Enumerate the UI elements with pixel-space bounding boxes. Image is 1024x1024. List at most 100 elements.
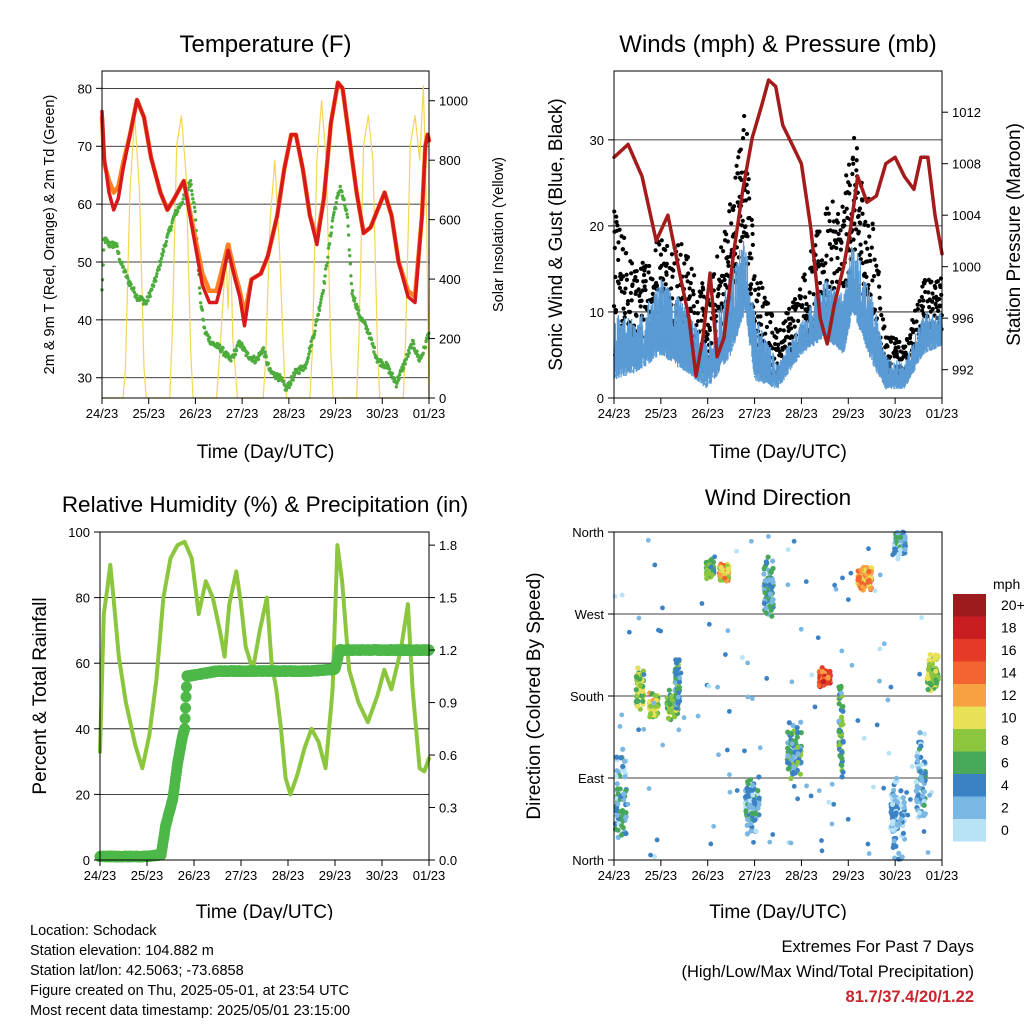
temp-xtick-label: 28/23 [273,406,306,421]
gust-point [827,241,833,247]
direction-point [769,613,775,619]
gust-point [692,273,697,278]
direction-point [703,571,710,578]
gust-point [802,278,807,283]
gust-point [642,284,647,289]
direction-point [750,782,756,788]
dewpoint-point [160,253,165,258]
gust-point [834,240,839,246]
direction-point [674,671,680,678]
direction-point [709,572,715,578]
wind-y2tick-label: 1004 [952,208,981,223]
direction-point [675,700,681,706]
gust-point [851,237,856,242]
gust-point [624,277,630,282]
dewpoint-point [347,248,351,252]
gust-point [930,299,935,304]
dewpoint-point [240,343,244,347]
gust-point [807,290,812,295]
gust-point [700,281,705,286]
gust-point [830,280,835,285]
gust-point [755,281,760,286]
gust-point [908,333,913,338]
dewpoint-point [159,260,163,264]
gust-point [758,322,764,327]
weather-charts: 24/23 25/23 26/23 27/23 28/23 29/23 30/23 01/23… [30,31,1024,920]
gust-point [726,263,731,268]
dewpoint-point [329,234,333,238]
dewpoint-point [232,355,236,359]
gust-point [802,272,807,277]
dewpoint-point [193,209,197,214]
dewpoint-point [158,263,162,267]
gust-point [758,280,763,285]
temp-xlabel: Time (Day/UTC) [197,442,335,463]
gust-point [740,218,745,223]
dewpoint-point [312,332,317,337]
gust-point [747,196,752,201]
rh-xtick-label: 29/23 [319,868,352,883]
gust-point [842,209,847,215]
gust-point [663,247,668,253]
wind-xtick-label: 01/23 [926,406,959,421]
dewpoint-point [202,326,207,330]
dewpoint-point [346,224,350,228]
temp-y2tick-label: 200 [439,332,461,347]
direction-point [753,828,759,834]
gust-point [748,286,753,291]
gust-point [768,320,773,325]
dewpoint-point [129,282,133,287]
gust-point [864,274,869,279]
dewpoint-point [229,359,233,363]
temp-ytick-label: 60 [78,197,92,212]
gust-point [653,248,658,253]
dewpoint-point [309,343,314,348]
dewpoint-point [325,260,330,265]
gust-point [920,308,925,313]
gust-point [625,298,631,304]
gust-point [937,296,942,302]
dewpoint-point [348,253,352,258]
direction-point [765,554,771,560]
gust-point [629,261,635,266]
gust-point [731,207,736,213]
gust-point [745,234,750,239]
gust-point [885,344,890,349]
dewpoint-point [350,292,354,296]
gust-point [936,308,941,314]
dewpoint-point [263,350,267,354]
gust-point [851,135,857,141]
dewpoint-point [120,260,124,265]
pressure-ylabel: Station Pressure (Maroon) [1004,123,1024,346]
gust-point [846,162,852,167]
direction-point [617,786,623,792]
gust-point [896,345,901,350]
dewpoint-point [121,265,126,269]
dewpoint-point [416,353,420,357]
dewpoint-point [192,205,197,209]
gust-point [923,289,928,295]
gust-point [616,257,621,263]
solar-line [101,85,430,399]
direction-point [639,688,645,695]
temp-xtick-label: 29/23 [319,406,352,421]
gust-point [866,223,871,228]
direction-point [665,715,672,721]
gust-point [637,293,642,298]
gust-point [823,211,828,217]
dewpoint-point [123,270,128,274]
direction-point [768,569,774,575]
gust-point [854,146,860,151]
gust-point [758,314,763,319]
dewpoint-point [421,351,425,355]
gust-point [930,306,935,312]
dewpoint-point [169,224,174,229]
gust-point [719,245,724,250]
precip-point [180,702,192,714]
gust-point [792,297,798,302]
gust-point [836,231,841,237]
direction-point [614,812,620,819]
gust-point [927,305,932,310]
gust-point [720,249,726,254]
gust-point [856,229,861,234]
